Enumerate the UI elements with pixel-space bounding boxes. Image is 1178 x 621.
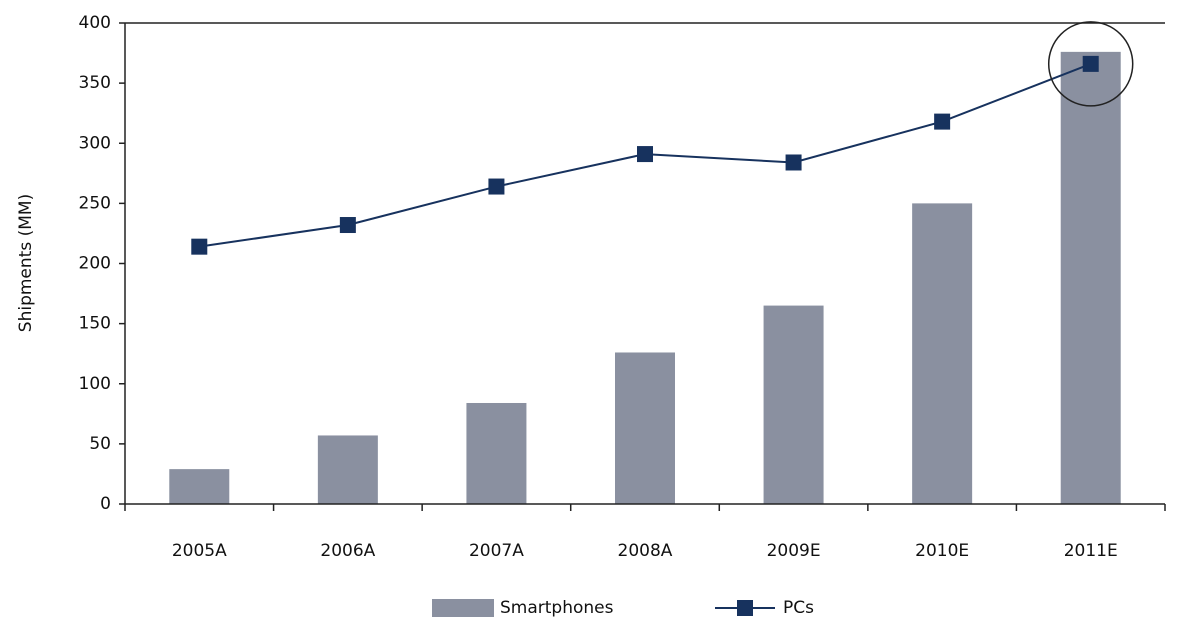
x-tick-label: 2005A [172, 541, 227, 561]
line-marker [934, 113, 951, 130]
x-tick-label: 2006A [320, 541, 375, 561]
bar [1060, 51, 1121, 505]
legend-label: PCs [783, 598, 814, 618]
bar [466, 402, 527, 504]
y-tick-label: 150 [79, 314, 111, 334]
highlight-circle [1047, 21, 1134, 107]
x-tick-label: 2008A [618, 541, 673, 561]
x-tick-label: 2007A [469, 541, 524, 561]
line-marker [785, 154, 802, 171]
line-marker [488, 178, 505, 195]
legend-label: Smartphones [500, 598, 614, 618]
bar [912, 203, 973, 504]
y-axis-label: Shipments (MM) [16, 194, 36, 332]
line-marker [637, 146, 653, 163]
y-tick-label: 200 [79, 254, 111, 274]
y-tick-label: 350 [79, 73, 111, 93]
legend-marker [737, 600, 753, 616]
y-tick-label: 100 [79, 374, 111, 394]
line-marker [1082, 55, 1099, 72]
y-tick-label: 400 [79, 13, 111, 33]
bar [763, 305, 824, 504]
y-tick-label: 0 [100, 494, 111, 514]
legend-swatch [432, 599, 494, 617]
bar [317, 435, 378, 504]
bar [169, 469, 230, 504]
x-tick-label: 2009E [767, 541, 821, 561]
y-tick-label: 50 [89, 434, 111, 454]
y-tick-label: 250 [79, 193, 111, 213]
line-marker [191, 238, 208, 255]
x-tick-label: 2010E [915, 541, 969, 561]
bar [615, 352, 675, 504]
x-tick-label: 2011E [1064, 541, 1118, 561]
line-marker [339, 217, 356, 234]
y-tick-label: 300 [79, 133, 111, 153]
